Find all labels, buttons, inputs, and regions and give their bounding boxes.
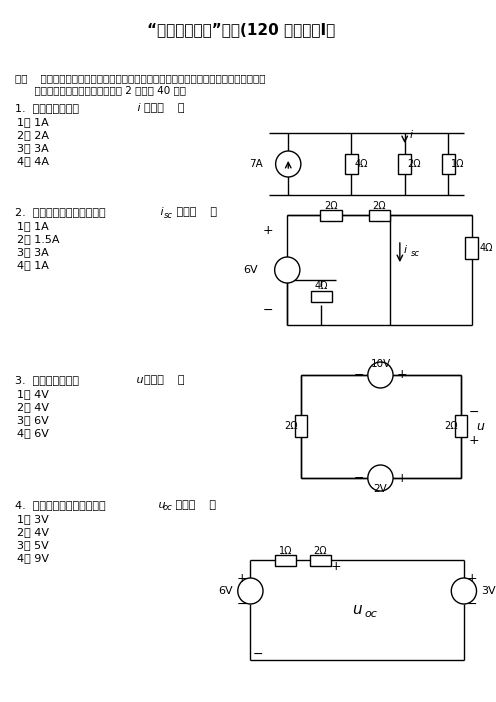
Circle shape [275, 257, 300, 283]
Text: 6V: 6V [244, 265, 258, 275]
Text: 3） 3A: 3） 3A [17, 247, 49, 257]
Bar [398, 154, 411, 174]
Text: 1） 3V: 1） 3V [17, 514, 49, 524]
Text: 1） 1A: 1） 1A [17, 221, 49, 231]
Circle shape [368, 465, 393, 491]
Text: u: u [133, 375, 147, 385]
Text: 2） 2A: 2） 2A [17, 130, 50, 140]
Text: 4Ω: 4Ω [354, 159, 368, 169]
Text: 号码填入提干的括号内。每小题 2 分，共 40 分）: 号码填入提干的括号内。每小题 2 分，共 40 分） [14, 85, 186, 95]
Text: 3） 3A: 3） 3A [17, 143, 49, 153]
Text: 1） 1A: 1） 1A [17, 117, 49, 127]
Text: −: − [469, 406, 479, 418]
Text: 4） 4A: 4） 4A [17, 156, 50, 166]
Text: sc: sc [411, 249, 420, 258]
Circle shape [238, 578, 263, 604]
Text: 7A: 7A [249, 159, 263, 169]
Bar [455, 415, 467, 437]
Text: 一、    单项选择题（在每个小题的四个备选答案中，选出一个正确答案，并将正确答案的: 一、 单项选择题（在每个小题的四个备选答案中，选出一个正确答案，并将正确答案的 [14, 73, 265, 83]
Bar [295, 415, 307, 437]
Text: 1Ω: 1Ω [279, 546, 292, 556]
Text: +: + [396, 472, 407, 484]
Text: i: i [410, 130, 413, 140]
Text: +: + [237, 571, 248, 585]
Text: 2Ω: 2Ω [284, 421, 298, 431]
Text: i: i [134, 103, 144, 113]
Text: 3.  图示电路中电压: 3. 图示电路中电压 [14, 375, 78, 385]
Text: 等于（    ）: 等于（ ） [172, 500, 216, 510]
Text: −: − [262, 303, 273, 317]
Circle shape [276, 151, 301, 177]
Text: 4Ω: 4Ω [480, 243, 493, 253]
Text: i: i [157, 207, 164, 217]
Text: −: − [354, 369, 365, 381]
Text: u: u [155, 500, 166, 510]
Text: +: + [469, 434, 479, 446]
Text: 2Ω: 2Ω [372, 201, 386, 211]
Text: u: u [352, 602, 362, 618]
Text: 3V: 3V [482, 586, 496, 596]
Text: 6V: 6V [218, 586, 233, 596]
Bar [465, 237, 478, 259]
Text: 2） 1.5A: 2） 1.5A [17, 234, 60, 244]
Text: oc: oc [365, 609, 378, 619]
Bar [320, 209, 342, 220]
Circle shape [451, 578, 477, 604]
Text: −: − [253, 647, 263, 661]
Circle shape [368, 362, 393, 388]
Text: i: i [404, 245, 407, 255]
Text: +: + [330, 559, 341, 573]
Text: 10V: 10V [371, 359, 390, 369]
Bar [369, 209, 390, 220]
Text: 1） 4V: 1） 4V [17, 389, 49, 399]
Text: sc: sc [164, 211, 173, 220]
Text: 等于（    ）: 等于（ ） [144, 103, 184, 113]
Text: 4） 9V: 4） 9V [17, 553, 50, 563]
Text: +: + [467, 571, 478, 585]
Text: 等于（    ）: 等于（ ） [173, 207, 217, 217]
Text: u: u [477, 420, 485, 432]
Text: −: − [467, 597, 477, 611]
Bar [275, 555, 296, 566]
Text: 4） 6V: 4） 6V [17, 428, 49, 438]
Text: 3） 6V: 3） 6V [17, 415, 49, 425]
Text: 2） 4V: 2） 4V [17, 402, 50, 412]
Text: +: + [396, 369, 407, 381]
Text: 2Ω: 2Ω [313, 546, 327, 556]
Bar [310, 555, 331, 566]
Bar [310, 291, 332, 301]
Text: 2Ω: 2Ω [408, 159, 421, 169]
Text: “电路分析基础”试题(120 分钟）（I）: “电路分析基础”试题(120 分钟）（I） [146, 22, 335, 37]
Text: 3） 5V: 3） 5V [17, 540, 49, 550]
Text: 2V: 2V [373, 484, 387, 494]
Text: oc: oc [163, 503, 173, 512]
Text: 2） 4V: 2） 4V [17, 527, 50, 537]
Text: 2.  图示单口网络的短路电流: 2. 图示单口网络的短路电流 [14, 207, 105, 217]
Bar [442, 154, 455, 174]
Text: 2Ω: 2Ω [324, 201, 338, 211]
Text: +: + [262, 223, 273, 237]
Text: 4Ω: 4Ω [314, 281, 328, 291]
Text: 4） 1A: 4） 1A [17, 260, 49, 270]
Text: −: − [237, 597, 248, 611]
Bar [345, 154, 358, 174]
Text: 2Ω: 2Ω [444, 421, 458, 431]
Text: 等于（    ）: 等于（ ） [144, 375, 184, 385]
Text: 1.  图示电路中电流: 1. 图示电路中电流 [14, 103, 78, 113]
Text: 1Ω: 1Ω [451, 159, 465, 169]
Text: 4.  图示单口网络的开路电压: 4. 图示单口网络的开路电压 [14, 500, 105, 510]
Text: −: − [354, 472, 365, 484]
